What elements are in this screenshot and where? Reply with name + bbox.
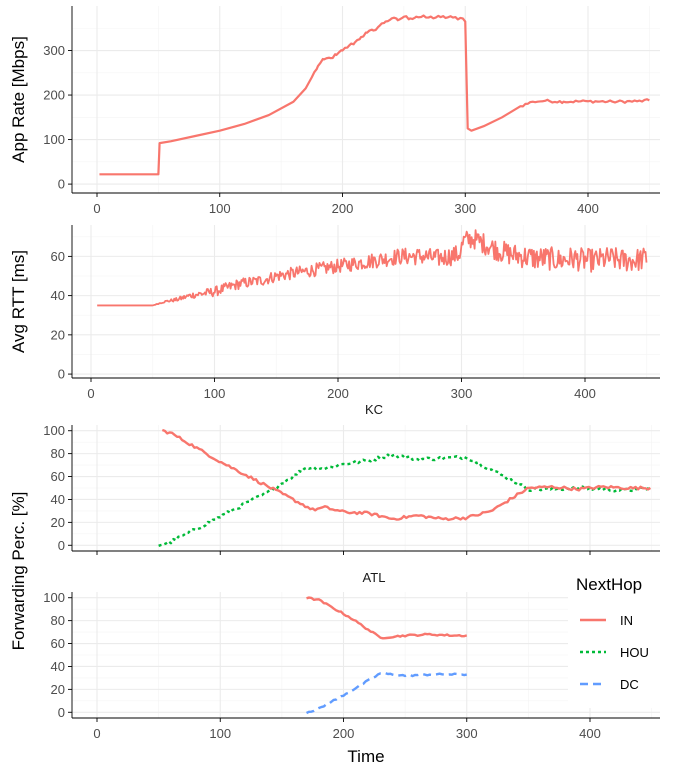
y-tick-label: 100 <box>43 590 65 605</box>
kc-panel: 0 20 40 60 80 100 <box>43 423 660 555</box>
app-rate-line <box>99 14 650 176</box>
y-axis-title-forwarding: Forwarding Perc. [%] <box>9 492 28 651</box>
x-tick-label: 200 <box>333 726 355 741</box>
x-tick-label: 400 <box>577 201 599 216</box>
legend-label-hou: HOU <box>620 645 649 660</box>
y-tick-label: 60 <box>51 636 65 651</box>
legend-label-dc: DC <box>620 677 639 692</box>
x-tick-label: 100 <box>209 726 231 741</box>
avg-rtt-line <box>97 229 648 307</box>
x-tick-label: 300 <box>451 386 473 401</box>
y-tick-label: 0 <box>58 538 65 553</box>
y-tick-label: 20 <box>51 515 65 530</box>
x-tick-label: 0 <box>87 386 94 401</box>
y-tick-label: 200 <box>43 88 65 103</box>
strip-label-atl: ATL <box>363 570 386 585</box>
y-tick-label: 300 <box>43 43 65 58</box>
legend-label-in: IN <box>620 613 633 628</box>
y-tick-label: 100 <box>43 132 65 147</box>
atl-dc-line <box>306 671 467 715</box>
x-tick-label: 200 <box>332 201 354 216</box>
kc-in-line <box>161 428 652 522</box>
y-tick-label: 80 <box>51 446 65 461</box>
y-tick-label: 100 <box>43 423 65 438</box>
x-tick-label: 300 <box>454 201 476 216</box>
x-tick-label: 0 <box>93 201 100 216</box>
y-tick-label: 80 <box>51 613 65 628</box>
y-tick-label: 0 <box>58 367 65 382</box>
y-tick-label: 0 <box>58 177 65 192</box>
app-rate-panel: 0 100 200 300 0 100 200 300 400 App Rate [Mbps] <box>9 6 660 216</box>
legend: NextHop IN HOU DC <box>568 566 666 708</box>
y-axis-title-rate: App Rate [Mbps] <box>9 36 28 163</box>
y-tick-label: 40 <box>51 288 65 303</box>
x-tick-label: 400 <box>579 726 601 741</box>
y-tick-label: 40 <box>51 659 65 674</box>
x-tick-label: 200 <box>327 386 349 401</box>
x-tick-label: 100 <box>204 386 226 401</box>
x-tick-label: 300 <box>456 726 478 741</box>
atl-in-line <box>306 596 468 640</box>
x-tick-label: 100 <box>209 201 231 216</box>
x-tick-label: 0 <box>93 726 100 741</box>
y-axis-title-rtt: Avg RTT [ms] <box>9 250 28 353</box>
strip-label-kc: KC <box>365 402 383 417</box>
y-tick-label: 40 <box>51 492 65 507</box>
atl-panel: 0 20 40 60 80 100 0 100 200 300 400 <box>43 590 660 741</box>
y-tick-label: 60 <box>51 469 65 484</box>
x-axis-title: Time <box>347 747 384 766</box>
y-tick-label: 20 <box>51 682 65 697</box>
avg-rtt-panel: 0 20 40 60 0 100 200 300 400 Avg RTT [ms] <box>9 225 660 401</box>
x-tick-label: 400 <box>574 386 596 401</box>
y-tick-label: 20 <box>51 327 65 342</box>
legend-title: NextHop <box>576 575 642 594</box>
y-tick-label: 0 <box>58 705 65 720</box>
y-tick-label: 60 <box>51 249 65 264</box>
